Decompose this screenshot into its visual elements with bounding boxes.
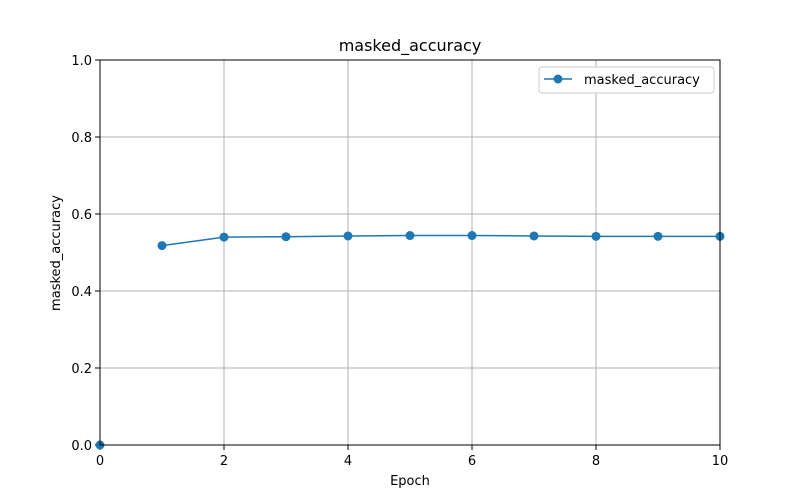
x-tick-label: 8 [592,454,600,469]
data-point [219,232,229,242]
grid [99,59,721,446]
y-tick-label: 1.0 [71,54,92,69]
data-point [467,231,477,241]
chart-title: masked_accuracy [339,36,482,56]
data-point [343,231,353,241]
x-axis-label: Epoch [390,474,430,489]
x-tick-label: 10 [712,454,729,469]
data-point [405,231,415,241]
y-tick-label: 0.0 [71,439,92,454]
legend-point-marker [553,74,563,84]
ticks: 0 2 4 6 8 10 0.0 0.2 0.4 0.6 0.8 1.0 [71,54,728,469]
data-point [281,232,291,242]
legend: masked_accuracy [538,66,715,94]
x-tick-label: 0 [96,454,104,469]
legend-box [538,66,715,94]
series-line [161,234,720,247]
y-axis-label: masked_accuracy [49,195,64,311]
x-tick-label: 6 [468,454,476,469]
data-point [591,231,601,241]
y-tick-label: 0.8 [71,131,92,146]
x-tick-label: 2 [220,454,228,469]
data-point [157,241,167,251]
data-point [529,231,539,241]
y-tick-label: 0.6 [71,208,92,223]
legend-label: masked_accuracy [584,73,700,88]
data-point [653,231,663,241]
series [95,231,725,450]
plot-frame [99,59,721,446]
x-tick-label: 4 [344,454,352,469]
y-tick-label: 0.2 [71,362,92,377]
y-tick-label: 0.4 [71,285,92,300]
